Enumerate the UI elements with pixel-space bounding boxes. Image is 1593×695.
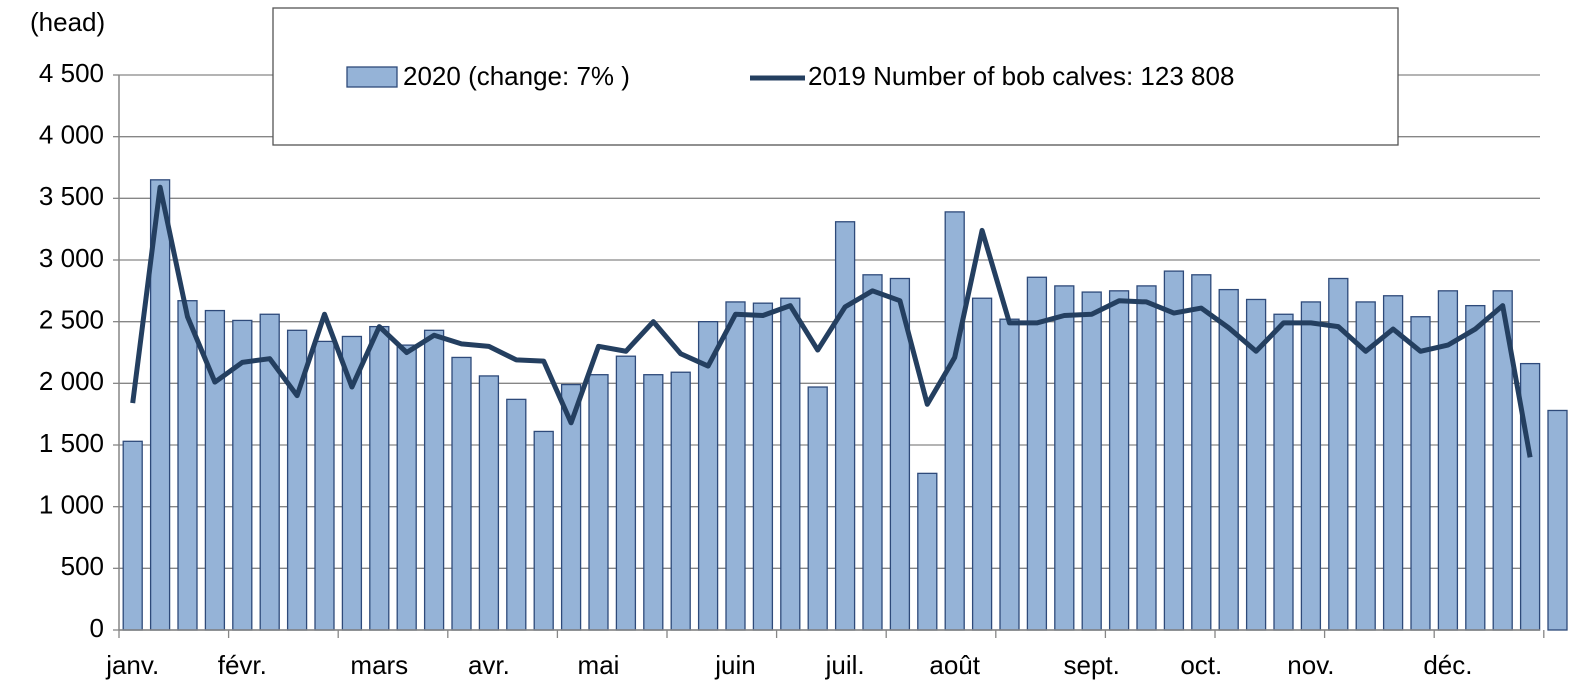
- bar: [1026, 276, 1048, 631]
- bar: [451, 356, 472, 631]
- x-tick-label: mars: [350, 650, 408, 680]
- bar: [670, 371, 691, 631]
- bar: [1054, 285, 1075, 631]
- x-tick-label: juil.: [825, 650, 865, 680]
- bar: [1519, 362, 1541, 631]
- y-tick-label: 1 500: [39, 428, 104, 458]
- bar: [478, 375, 500, 631]
- y-tick-label: 2 000: [39, 366, 104, 396]
- bar: [834, 221, 856, 631]
- x-tick-label: août: [929, 650, 980, 680]
- y-tick-label: 3 000: [39, 243, 104, 273]
- x-tick-label: mai: [578, 650, 620, 680]
- bar: [423, 329, 445, 631]
- legend-box: [272, 7, 1399, 146]
- bar: [780, 297, 801, 631]
- bar: [862, 274, 883, 631]
- bar: [615, 355, 637, 631]
- y-tick-label: 1 000: [39, 490, 104, 520]
- bar: [725, 301, 746, 631]
- bar: [533, 430, 554, 631]
- bar: [122, 440, 143, 631]
- bar: [999, 318, 1020, 631]
- bar: [1300, 301, 1322, 631]
- bar: [588, 374, 609, 631]
- bar: [506, 398, 527, 631]
- y-tick-label: 3 500: [39, 181, 104, 211]
- bar: [1218, 288, 1239, 631]
- y-tick-label: 500: [61, 551, 104, 581]
- x-tick-label: févr.: [218, 650, 267, 680]
- bar: [1163, 270, 1185, 631]
- x-tick-label: sept.: [1064, 650, 1120, 680]
- bar: [807, 386, 828, 631]
- bar: [1465, 304, 1486, 631]
- bar: [1382, 295, 1404, 631]
- y-tick-label: 4 000: [39, 120, 104, 150]
- x-tick-label: déc.: [1423, 650, 1472, 680]
- y-tick-label: 0: [90, 613, 104, 643]
- bar: [1081, 291, 1102, 631]
- x-tick-label: avr.: [468, 650, 510, 680]
- bar: [1273, 313, 1294, 631]
- bar: [1108, 290, 1130, 631]
- x-tick-label: janv.: [105, 650, 159, 680]
- bar: [204, 309, 226, 631]
- bar: [752, 302, 774, 631]
- bar: [369, 325, 390, 631]
- bar: [944, 211, 965, 631]
- y-tick-label: 2 500: [39, 305, 104, 335]
- y-tick-label: 4 500: [39, 58, 104, 88]
- y-axis-label: (head): [30, 7, 105, 37]
- bar: [396, 344, 417, 631]
- legend-label: 2019 Number of bob calves: 123 808: [808, 61, 1234, 91]
- legend-swatch: [346, 66, 398, 88]
- bar: [1547, 409, 1568, 631]
- line-series: [130, 184, 1533, 458]
- bar: [917, 472, 938, 631]
- bar: [971, 297, 993, 631]
- x-tick-label: oct.: [1180, 650, 1222, 680]
- bar: [177, 300, 198, 631]
- bar: [314, 340, 335, 631]
- bar: [1136, 285, 1157, 631]
- x-tick-label: nov.: [1287, 650, 1334, 680]
- bar: [643, 374, 664, 631]
- bar: [1191, 274, 1212, 631]
- x-tick-label: juin: [714, 650, 755, 680]
- bar: [1410, 316, 1431, 631]
- legend-label: 2020 (change: 7% ): [403, 61, 630, 91]
